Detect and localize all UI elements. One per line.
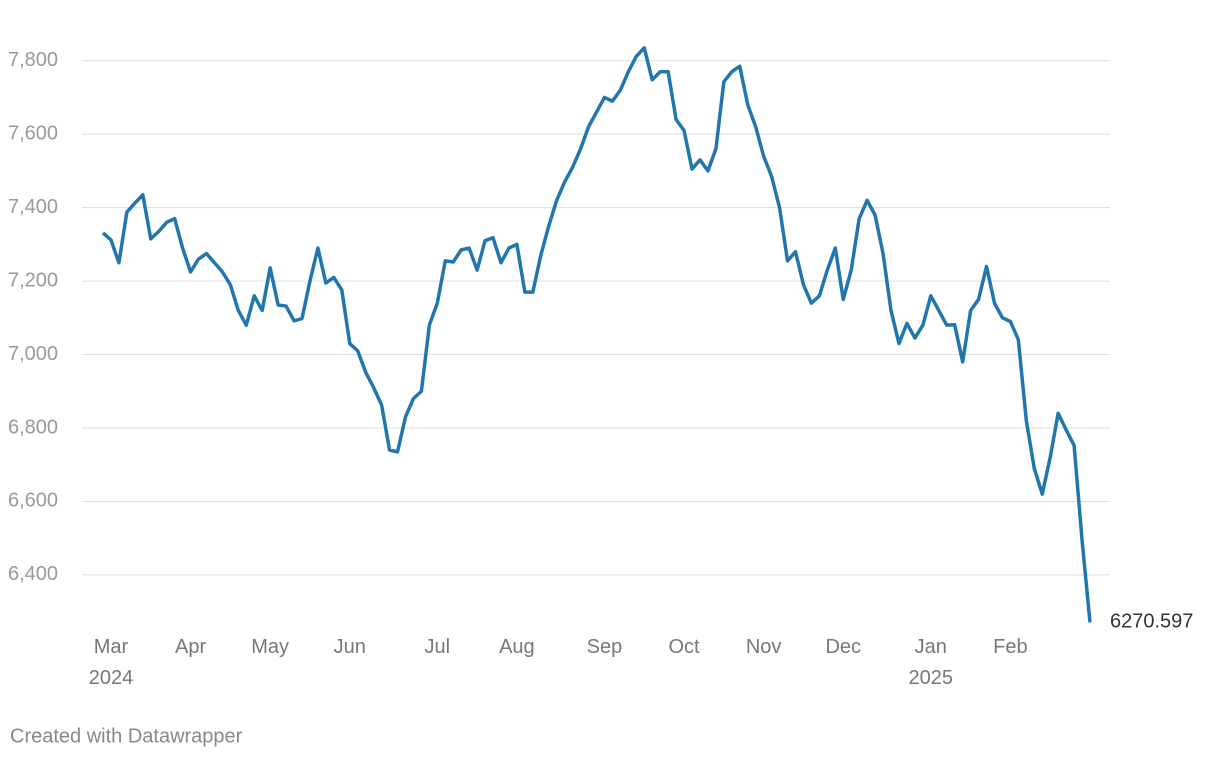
x-tick-label: Jul: [425, 636, 451, 658]
y-tick-label: 7,400: [8, 196, 58, 218]
x-tick-label: Sep: [587, 636, 623, 658]
x-tick-label: Feb: [993, 636, 1027, 658]
x-tick-label: Oct: [668, 636, 700, 658]
x-tick-label: Mar 2024: [89, 636, 134, 689]
x-tick-label: Aug: [499, 636, 535, 658]
x-tick-label: Dec: [825, 636, 861, 658]
credit: Created with Datawrapper: [10, 725, 243, 747]
x-tick-label: Jun: [334, 636, 366, 658]
y-tick-label: 6,400: [8, 563, 58, 585]
x-tick-label: May: [251, 636, 289, 658]
y-tick-label: 7,200: [8, 269, 58, 291]
y-tick-label: 7,800: [8, 49, 58, 71]
x-tick-label: Nov: [746, 636, 782, 658]
y-tick-label: 7,600: [8, 122, 58, 144]
line: [101, 46, 1092, 623]
y-tick-label: 6,800: [8, 416, 58, 438]
end-label: 6270.597: [1110, 611, 1193, 633]
y-tick-label: 6,600: [8, 490, 58, 512]
x-tick-label: Apr: [175, 636, 206, 658]
y-tick-label: 7,000: [8, 343, 58, 365]
x-tick-label: Jan 2025: [909, 636, 954, 689]
